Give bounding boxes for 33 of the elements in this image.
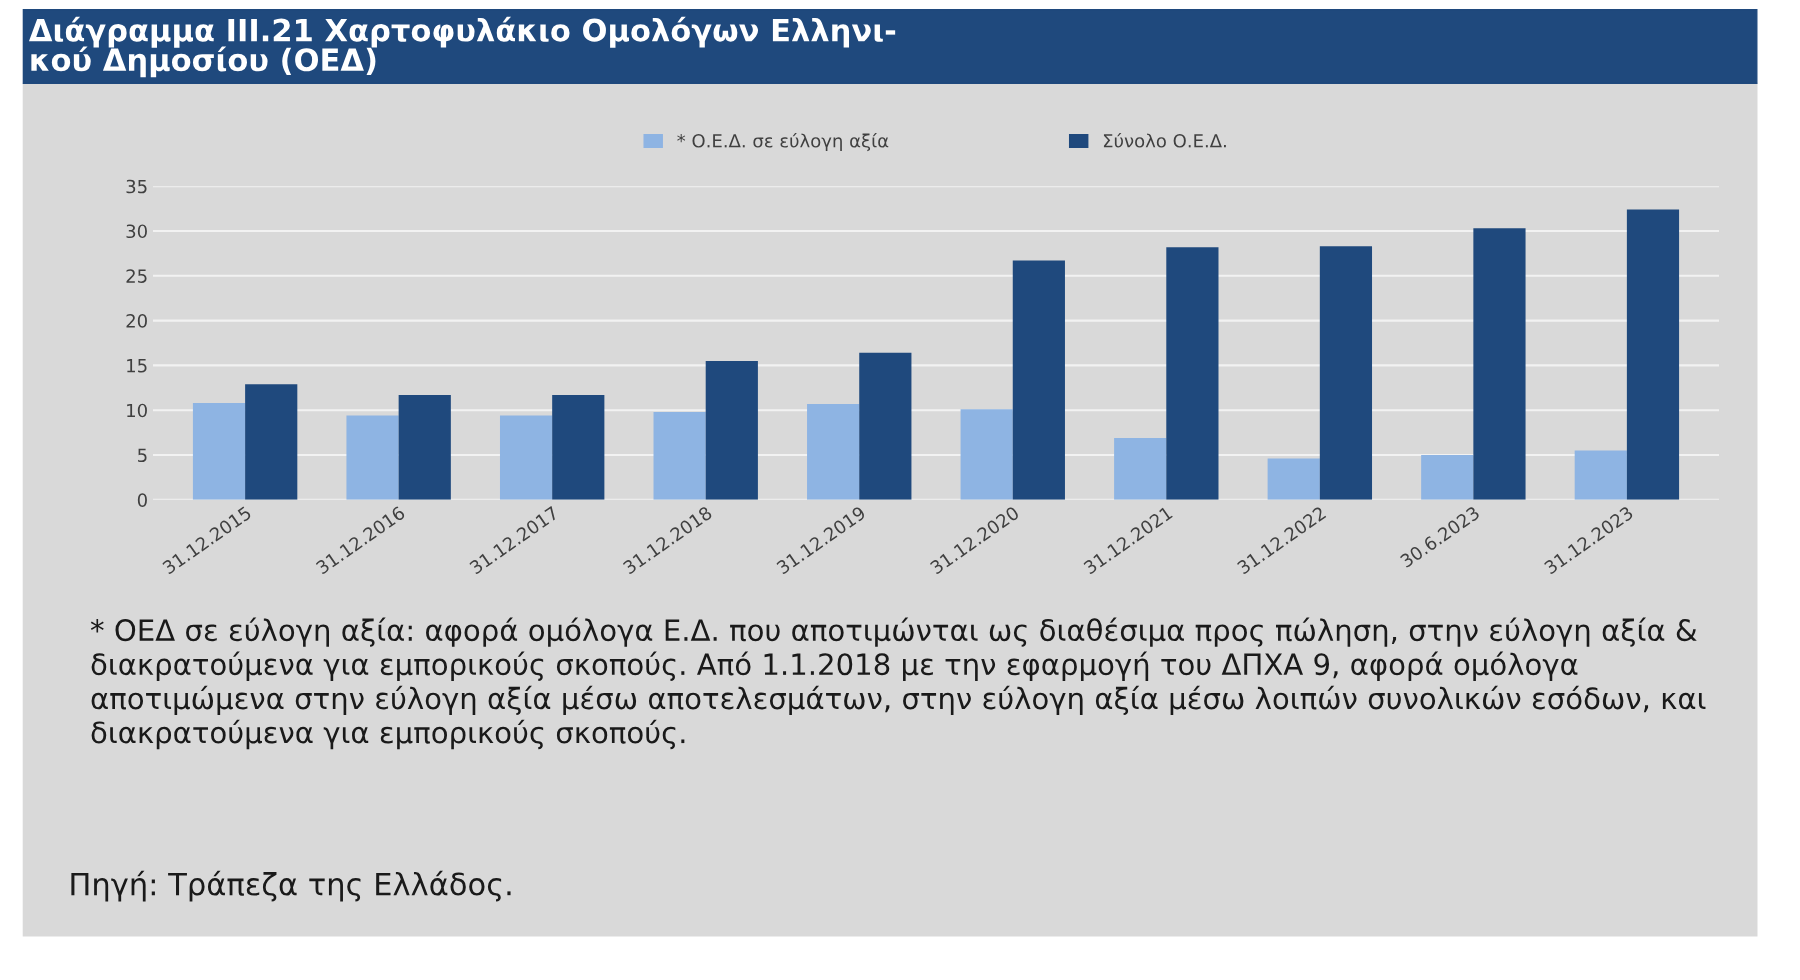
bar <box>192 403 246 500</box>
y-tick-label: 30 <box>126 224 147 239</box>
y-tick-label: 25 <box>126 269 147 283</box>
bar <box>1473 228 1526 500</box>
y-tick-label: 5 <box>138 448 147 463</box>
y-tick-label: 10 <box>127 403 147 418</box>
y-tick-label: 15 <box>127 359 147 373</box>
bar <box>859 352 912 500</box>
bar <box>245 384 298 500</box>
bar <box>1626 209 1680 500</box>
bar <box>807 403 860 500</box>
bar <box>1574 450 1627 500</box>
bar <box>1114 437 1167 500</box>
bar <box>499 415 553 500</box>
bar <box>346 415 399 500</box>
bar <box>398 394 451 500</box>
y-tick-label: 0 <box>137 493 147 507</box>
legend-label: * Ο.Ε.Δ. σε εύλογη αξία <box>677 132 889 152</box>
bar <box>960 409 1013 500</box>
bar <box>1421 455 1474 500</box>
bar <box>1166 247 1219 500</box>
bar <box>705 360 758 500</box>
bar <box>1319 246 1373 500</box>
text: Πηγή: Τράπεζα της Ελλάδος. <box>71 870 511 902</box>
bar <box>1267 458 1320 500</box>
y-tick-label: 35 <box>126 179 147 194</box>
text: * ΟΕΔ σε εύλογη αξία: αφορά ομόλογα Ε.Δ. που αποτιμώνται ως διαθέσιμα προς πώληση, στην εύλογη αξία & διακρατούμενα για εμπορικούς σκοπούς. Από 1.1.2018 με την εφαρμογή του ΔΠΧΑ 9, αφορά ομόλογα αποτιμώμενα στην εύλογη αξία μέσω αποτελεσμάτων, στην εύλογη αξία μέσω λοιπών συνολικών εσόδων, και διακρατούμενα για εμπορικούς σκοπούς. <box>90 617 1706 750</box>
legend-label: Σύνολο Ο.Ε.Δ. <box>1103 132 1226 148</box>
y-tick-label: 20 <box>126 314 147 328</box>
bar <box>653 411 706 500</box>
bar <box>552 394 605 500</box>
bar <box>1012 260 1065 500</box>
chart-title: Διάγραμμα ΙΙΙ.21 Χαρτοφυλάκιο Ομολόγων Ελληνι- κού Δημοσίου (ΟΕΔ) <box>28 16 896 78</box>
